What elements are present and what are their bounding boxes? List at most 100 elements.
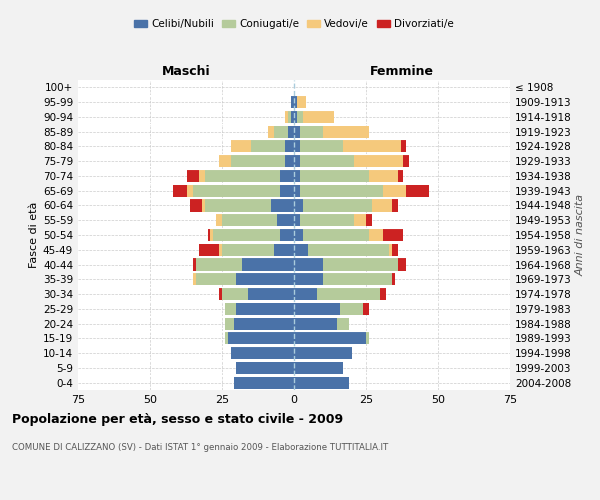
Bar: [173, 184, 187, 197]
Bar: [392, 200, 398, 211]
Bar: [294, 362, 343, 374]
Bar: [291, 96, 294, 108]
Bar: [291, 111, 294, 123]
Bar: [294, 155, 300, 167]
Bar: [294, 96, 297, 108]
Bar: [271, 200, 294, 211]
Bar: [302, 200, 372, 211]
Bar: [280, 229, 294, 241]
Bar: [323, 126, 369, 138]
Text: COMUNE DI CALIZZANO (SV) - Dati ISTAT 1° gennaio 2009 - Elaborazione TUTTITALIA.: COMUNE DI CALIZZANO (SV) - Dati ISTAT 1°…: [12, 442, 388, 452]
Bar: [294, 273, 323, 285]
Bar: [300, 214, 355, 226]
Bar: [392, 273, 395, 285]
Bar: [343, 140, 401, 152]
Bar: [372, 200, 392, 211]
Bar: [366, 214, 372, 226]
Bar: [294, 244, 308, 256]
Bar: [302, 111, 334, 123]
Bar: [302, 229, 369, 241]
Bar: [214, 229, 280, 241]
Bar: [300, 155, 355, 167]
Bar: [294, 229, 302, 241]
Y-axis label: Anni di nascita: Anni di nascita: [576, 194, 586, 276]
Bar: [251, 140, 286, 152]
Bar: [294, 347, 352, 359]
Bar: [398, 170, 403, 182]
Bar: [193, 258, 196, 270]
Bar: [286, 111, 288, 123]
Bar: [233, 376, 294, 388]
Bar: [222, 244, 274, 256]
Bar: [294, 170, 300, 182]
Bar: [205, 200, 271, 211]
Legend: Celibi/Nubili, Coniugati/e, Vedovi/e, Divorziati/e: Celibi/Nubili, Coniugati/e, Vedovi/e, Di…: [130, 15, 458, 34]
Bar: [294, 111, 297, 123]
Bar: [219, 155, 230, 167]
Bar: [308, 244, 389, 256]
Bar: [288, 111, 291, 123]
Bar: [190, 200, 202, 211]
Bar: [280, 170, 294, 182]
Y-axis label: Fasce di età: Fasce di età: [29, 202, 39, 268]
Bar: [242, 258, 294, 270]
Bar: [219, 244, 222, 256]
Bar: [403, 155, 409, 167]
Text: Maschi: Maschi: [161, 65, 211, 78]
Bar: [294, 303, 340, 315]
Bar: [187, 184, 193, 197]
Bar: [300, 170, 369, 182]
Bar: [236, 303, 294, 315]
Bar: [294, 214, 300, 226]
Text: Popolazione per età, sesso e stato civile - 2009: Popolazione per età, sesso e stato civil…: [12, 412, 343, 426]
Bar: [297, 111, 302, 123]
Bar: [230, 140, 251, 152]
Bar: [228, 332, 294, 344]
Bar: [300, 140, 343, 152]
Bar: [294, 258, 323, 270]
Bar: [187, 170, 199, 182]
Bar: [236, 273, 294, 285]
Bar: [233, 318, 294, 330]
Bar: [317, 288, 380, 300]
Bar: [380, 288, 386, 300]
Bar: [199, 170, 205, 182]
Bar: [225, 318, 233, 330]
Bar: [300, 126, 323, 138]
Bar: [294, 332, 366, 344]
Bar: [268, 126, 274, 138]
Bar: [294, 184, 300, 197]
Bar: [323, 258, 398, 270]
Bar: [199, 244, 219, 256]
Bar: [211, 229, 214, 241]
Bar: [225, 332, 228, 344]
Bar: [277, 214, 294, 226]
Bar: [222, 288, 248, 300]
Bar: [294, 126, 300, 138]
Bar: [286, 155, 294, 167]
Bar: [392, 244, 398, 256]
Bar: [216, 214, 222, 226]
Bar: [363, 303, 369, 315]
Bar: [225, 303, 236, 315]
Bar: [294, 288, 317, 300]
Bar: [300, 184, 383, 197]
Bar: [369, 229, 383, 241]
Bar: [366, 332, 369, 344]
Bar: [383, 184, 406, 197]
Bar: [389, 244, 392, 256]
Bar: [274, 244, 294, 256]
Bar: [294, 318, 337, 330]
Bar: [196, 273, 236, 285]
Bar: [193, 184, 280, 197]
Bar: [383, 229, 403, 241]
Bar: [222, 214, 277, 226]
Bar: [340, 303, 363, 315]
Bar: [230, 155, 286, 167]
Bar: [337, 318, 349, 330]
Bar: [369, 170, 398, 182]
Bar: [323, 273, 392, 285]
Bar: [193, 273, 196, 285]
Bar: [208, 229, 211, 241]
Text: Femmine: Femmine: [370, 65, 434, 78]
